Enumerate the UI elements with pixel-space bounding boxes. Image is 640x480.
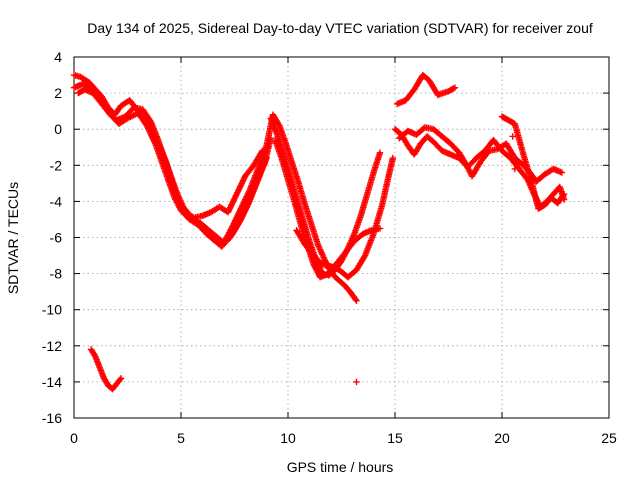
x-tick-label: 5 xyxy=(177,430,185,446)
series-pass-3 xyxy=(75,86,275,250)
x-tick-label: 0 xyxy=(70,430,78,446)
series-pass-12 xyxy=(87,346,125,393)
data-point xyxy=(117,375,125,382)
data-point xyxy=(559,192,567,199)
y-tick-label: -12 xyxy=(42,338,62,354)
chart-title: Day 134 of 2025, Sidereal Day-to-day VTE… xyxy=(87,20,593,36)
x-tick-label: 25 xyxy=(601,430,617,446)
series-pass-4 xyxy=(203,111,360,304)
data-point xyxy=(450,85,457,92)
y-tick-label: -10 xyxy=(42,302,62,318)
y-tick-label: 0 xyxy=(54,121,62,137)
data-point xyxy=(511,165,519,173)
x-axis-label: GPS time / hours xyxy=(287,459,394,475)
data-point xyxy=(451,84,459,91)
data-point xyxy=(376,149,384,156)
series-pass-11 xyxy=(498,113,568,212)
data-point xyxy=(509,133,516,140)
y-tick-label: -14 xyxy=(42,374,62,390)
data-point xyxy=(558,169,566,176)
x-tick-label: 10 xyxy=(280,430,296,446)
series-isolated xyxy=(353,133,519,386)
y-tick-label: -8 xyxy=(50,266,63,282)
data-point xyxy=(116,376,124,383)
series-pass-1 xyxy=(70,71,266,221)
y-tick-label: 4 xyxy=(54,49,62,65)
series-pass-7 xyxy=(293,154,397,281)
data-point xyxy=(389,154,397,162)
series-pass-10 xyxy=(396,124,566,185)
x-tick-label: 20 xyxy=(494,430,510,446)
series-pass-6 xyxy=(271,136,384,281)
y-tick-label: -16 xyxy=(42,410,62,426)
y-tick-label: -2 xyxy=(50,157,63,173)
y-tick-label: -6 xyxy=(50,230,63,246)
x-tick-label: 15 xyxy=(387,430,403,446)
series-pass-8 xyxy=(393,71,459,108)
grid-lines xyxy=(74,57,609,418)
data-points xyxy=(70,71,568,393)
data-point xyxy=(353,378,360,386)
data-point xyxy=(353,297,360,304)
y-axis-label: SDTVAR / TECUs xyxy=(5,182,21,294)
y-tick-label: 2 xyxy=(54,85,62,101)
data-point xyxy=(560,190,568,198)
data-point xyxy=(352,296,359,303)
y-tick-label: -4 xyxy=(50,193,63,209)
